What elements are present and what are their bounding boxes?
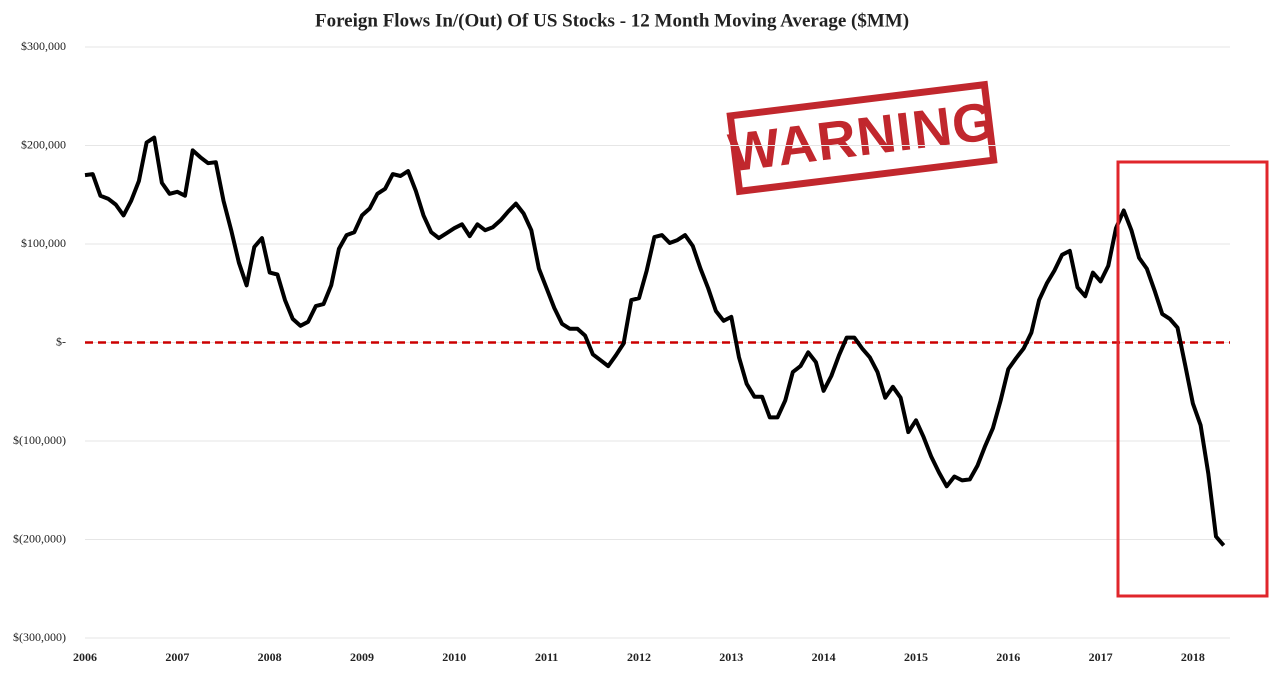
x-tick-label: 2017 <box>1089 650 1113 664</box>
y-tick-label: $(200,000) <box>13 531 66 545</box>
warning-stamp: WARNING <box>725 80 999 196</box>
x-tick-label: 2008 <box>258 650 282 664</box>
y-tick-label: $300,000 <box>21 39 66 53</box>
x-tick-label: 2009 <box>350 650 374 664</box>
chart-title: Foreign Flows In/(Out) Of US Stocks - 12… <box>315 10 909 31</box>
y-tick-label: $100,000 <box>21 236 66 250</box>
y-tick-label: $200,000 <box>21 137 66 151</box>
x-tick-label: 2010 <box>442 650 466 664</box>
x-tick-label: 2015 <box>904 650 928 664</box>
x-tick-label: 2007 <box>165 650 189 664</box>
y-tick-label: $- <box>56 334 66 348</box>
x-tick-label: 2006 <box>73 650 97 664</box>
highlight-box <box>1116 160 1269 598</box>
x-tick-label: 2011 <box>535 650 558 664</box>
y-tick-label: $(100,000) <box>13 433 66 447</box>
x-tick-label: 2016 <box>996 650 1020 664</box>
stamp-border <box>726 80 998 196</box>
y-tick-label: $(300,000) <box>13 630 66 644</box>
x-tick-label: 2013 <box>719 650 743 664</box>
x-tick-label: 2014 <box>812 650 836 664</box>
line-series <box>84 135 1226 547</box>
x-tick-label: 2012 <box>627 650 651 664</box>
stamp-text: WARNING <box>725 91 998 183</box>
x-tick-label: 2018 <box>1181 650 1205 664</box>
